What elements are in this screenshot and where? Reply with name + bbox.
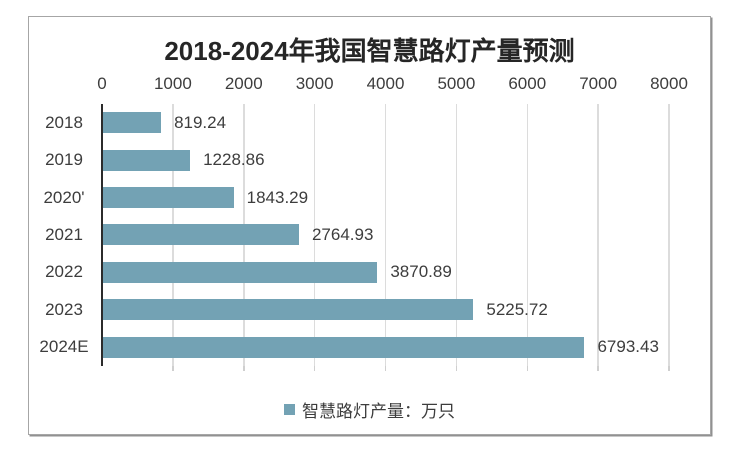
x-tick-label: 4000 bbox=[366, 74, 405, 93]
axis-tick bbox=[313, 366, 316, 371]
value-label: 1228.86 bbox=[203, 150, 265, 170]
gridline bbox=[455, 104, 458, 366]
category-label: 2021 bbox=[45, 224, 83, 244]
x-tick-label: 2000 bbox=[224, 74, 263, 93]
chart-container: 2018-2024年我国智慧路灯产量预测 0 1000 2000 3000 4000 50… bbox=[28, 16, 711, 435]
value-label: 819.24 bbox=[174, 112, 227, 132]
gridline bbox=[384, 104, 387, 366]
x-tick-label: 7000 bbox=[579, 74, 618, 93]
bar bbox=[103, 299, 474, 321]
legend: 智慧路灯产量：万只 bbox=[29, 397, 710, 422]
x-tick-label: 0 bbox=[97, 74, 107, 93]
bar-row: 2019 1228.86 bbox=[45, 141, 669, 178]
zero-axis-line bbox=[101, 104, 103, 366]
bar bbox=[103, 336, 585, 358]
value-label: 6793.43 bbox=[597, 337, 659, 357]
category-label: 2023 bbox=[45, 299, 83, 319]
bar bbox=[103, 149, 191, 171]
axis-tick bbox=[526, 366, 528, 371]
bar bbox=[103, 224, 299, 246]
legend-marker-icon bbox=[284, 404, 295, 415]
x-axis: 0 1000 2000 3000 4000 5000 6000 7000 8000 bbox=[97, 73, 688, 95]
bar bbox=[103, 112, 162, 134]
value-label: 5225.72 bbox=[486, 299, 548, 319]
bar-row: 2021 2764.93 bbox=[45, 216, 669, 253]
value-label: 2764.93 bbox=[311, 224, 374, 244]
x-tick-label: 5000 bbox=[437, 74, 476, 93]
chart-title: 2018-2024年我国智慧路灯产量预测 bbox=[164, 36, 575, 66]
value-label: 1843.29 bbox=[246, 187, 309, 207]
bar-row: 2018 819.24 bbox=[45, 104, 669, 141]
axis-tick bbox=[668, 366, 670, 371]
x-tick-label: 6000 bbox=[508, 74, 547, 93]
value-label: 3870.89 bbox=[390, 262, 452, 282]
gridline bbox=[526, 104, 528, 366]
bar-row: 2020' 1843.29 bbox=[43, 179, 669, 216]
category-label: 2022 bbox=[45, 262, 83, 282]
category-label: 2020' bbox=[43, 187, 85, 207]
axis-tick bbox=[455, 366, 458, 371]
gridline bbox=[313, 104, 316, 366]
plot-area: 2018 819.24 2019 1228.86 2020' 1843.29 2021 276… bbox=[39, 104, 670, 371]
bar bbox=[103, 261, 378, 283]
legend-label: 智慧路灯产量：万只 bbox=[302, 402, 455, 421]
gridline bbox=[597, 104, 599, 366]
axis-tick bbox=[384, 366, 387, 371]
x-tick-label: 1000 bbox=[153, 74, 192, 93]
axis-tick bbox=[597, 366, 599, 371]
bar-row: 2022 3870.89 bbox=[45, 254, 669, 291]
x-tick-label: 3000 bbox=[295, 74, 334, 93]
category-label: 2024E bbox=[39, 337, 89, 357]
bar-row: 2024E 6793.43 bbox=[39, 329, 669, 366]
gridline bbox=[668, 104, 670, 366]
bar-row: 2023 5225.72 bbox=[45, 291, 669, 328]
bar bbox=[103, 187, 234, 209]
category-label: 2018 bbox=[45, 112, 83, 132]
axis-tick bbox=[172, 366, 174, 371]
category-label: 2019 bbox=[45, 150, 83, 170]
x-tick-label: 8000 bbox=[650, 74, 688, 93]
axis-tick bbox=[243, 366, 245, 371]
